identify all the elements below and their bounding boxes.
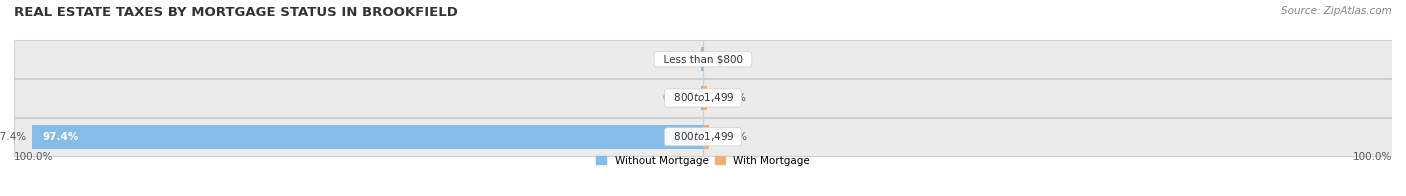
Legend: Without Mortgage, With Mortgage: Without Mortgage, With Mortgage bbox=[596, 156, 810, 166]
Bar bbox=[703, 125, 709, 149]
Text: Source: ZipAtlas.com: Source: ZipAtlas.com bbox=[1281, 6, 1392, 16]
Bar bbox=[14, 40, 703, 78]
Text: $800 to $1,499: $800 to $1,499 bbox=[666, 92, 740, 104]
Bar bbox=[32, 125, 703, 149]
Text: 0.11%: 0.11% bbox=[709, 54, 742, 64]
Bar bbox=[703, 86, 707, 110]
Text: 97.4%: 97.4% bbox=[42, 132, 79, 142]
Text: 0.27%: 0.27% bbox=[662, 93, 696, 103]
Text: 0.85%: 0.85% bbox=[714, 132, 748, 142]
Text: 97.4%: 97.4% bbox=[0, 132, 27, 142]
Bar bbox=[702, 47, 703, 71]
Text: 0.65%: 0.65% bbox=[713, 93, 747, 103]
Bar bbox=[702, 86, 703, 110]
Text: REAL ESTATE TAXES BY MORTGAGE STATUS IN BROOKFIELD: REAL ESTATE TAXES BY MORTGAGE STATUS IN … bbox=[14, 6, 458, 19]
Text: 100.0%: 100.0% bbox=[14, 152, 53, 162]
Bar bbox=[703, 79, 1392, 117]
Bar bbox=[14, 118, 703, 156]
Text: 0.29%: 0.29% bbox=[662, 54, 696, 64]
Text: Less than $800: Less than $800 bbox=[657, 54, 749, 64]
Bar bbox=[703, 118, 1392, 156]
Text: 100.0%: 100.0% bbox=[1353, 152, 1392, 162]
Bar bbox=[703, 40, 1392, 78]
Text: $800 to $1,499: $800 to $1,499 bbox=[666, 130, 740, 143]
Bar bbox=[14, 79, 703, 117]
